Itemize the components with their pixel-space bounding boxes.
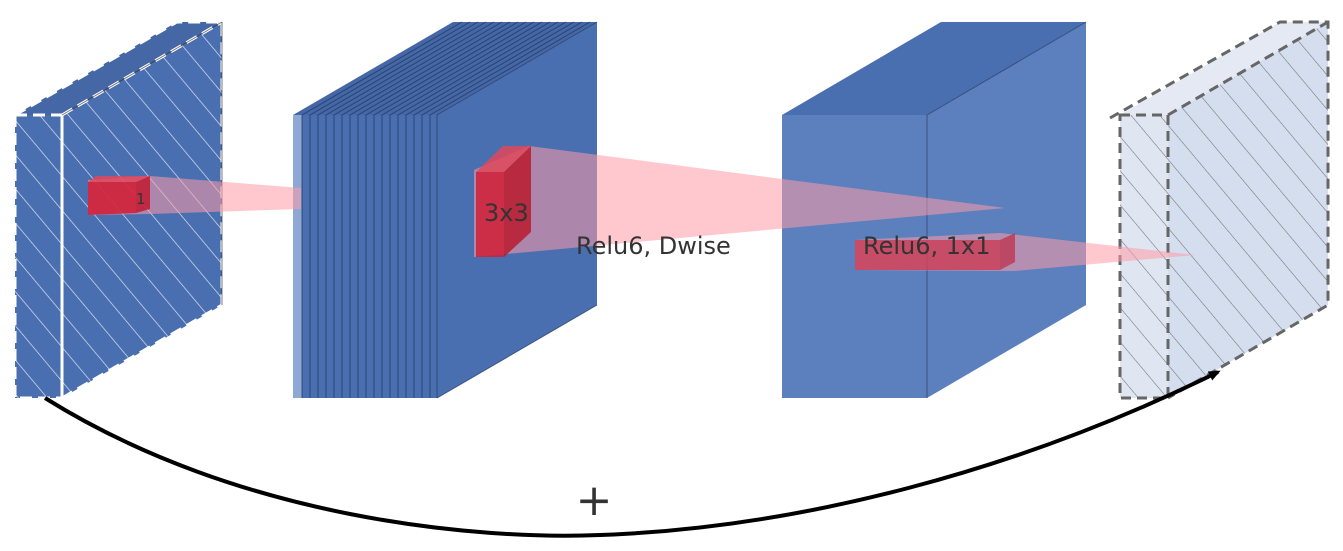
slab-top-edge [373, 21, 535, 116]
expansion-block-front [293, 115, 437, 398]
slab-top-edge [333, 21, 495, 116]
slab-top-edge [349, 21, 511, 116]
slab-top-edge [325, 21, 487, 116]
projection-block-top [782, 22, 1086, 115]
slab-top-edge [365, 21, 527, 116]
slab-top-edge [405, 21, 567, 116]
input-tensor-top [15, 22, 222, 115]
input-kernel [88, 176, 150, 215]
slab-top-edge [397, 21, 559, 116]
output-tensor-block [1109, 20, 1330, 400]
slab-top-edge [341, 21, 503, 116]
slab-top-edge [301, 21, 463, 116]
expansion-block-top [293, 22, 597, 115]
input-kernel-label: 1 [136, 190, 146, 208]
slab-top-edge [421, 21, 583, 116]
plus-icon: + [576, 475, 613, 526]
curved-arrow-icon [43, 370, 1221, 538]
slab-top-edge [357, 21, 519, 116]
slab-top-edge [389, 21, 551, 116]
slab-top-edge [429, 21, 591, 116]
projection-block-side [927, 22, 1086, 398]
dwise-op-label: Relu6, Dwise [576, 232, 731, 260]
slab-top-edge [309, 21, 471, 116]
projection-op-label: Relu6, 1x1 [863, 232, 991, 260]
slab-top-edge [413, 21, 575, 116]
slab-top-edge [317, 21, 479, 116]
expansion-block [293, 21, 598, 399]
output-tensor-top [1120, 22, 1328, 115]
cone-dwise-to-projection [474, 146, 1005, 257]
projection-kernel [855, 233, 1015, 270]
dwise-kernel [476, 146, 531, 257]
dwise-kernel-label: 3x3 [484, 199, 529, 227]
slab-top-edge [381, 21, 543, 116]
